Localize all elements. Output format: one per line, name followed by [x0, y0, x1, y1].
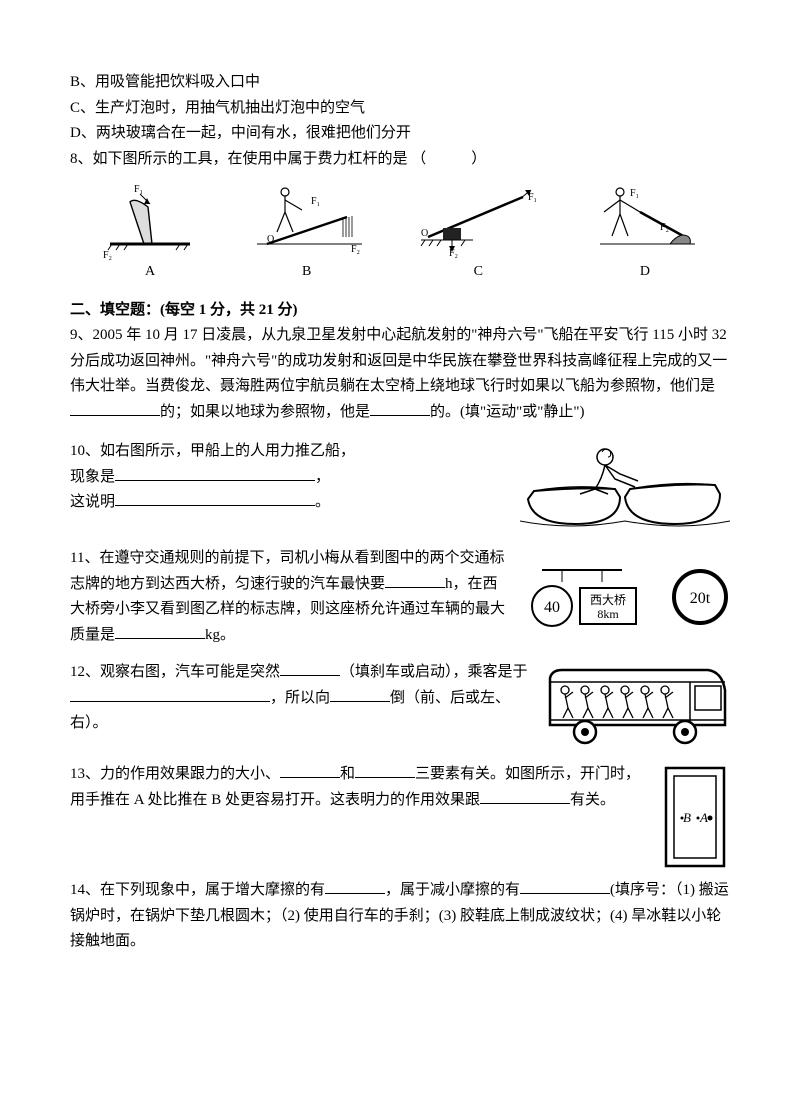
svg-text:西大桥: 西大桥 [590, 593, 626, 607]
q12-blank-2[interactable] [70, 686, 270, 702]
q12-text-b: （填刹车或启动），乘客是于 [340, 664, 528, 680]
svg-text:F₂: F₂ [351, 244, 360, 255]
fig-c: O F₁ F₂ C [413, 182, 543, 284]
q11-text-c: kg。 [205, 627, 235, 643]
question-14: 14、在下列现象中，属于增大摩擦的有，属于减小摩擦的有(填序号：（1) 搬运锅炉… [70, 878, 730, 955]
question-10: 10、如右图所示，甲船上的人用力推乙船， 现象是 ， 这说明 。 [70, 439, 510, 516]
q12-blank-3[interactable] [330, 686, 390, 702]
question-13: 13、力的作用效果跟力的大小、和三要素有关。如图所示，开门时，用手推在 A 处比… [70, 762, 650, 813]
question-8: 8、如下图所示的工具，在使用中属于费力杠杆的是 （ ） [70, 147, 730, 173]
q14-blank-2[interactable] [520, 878, 610, 894]
q13-blank-1[interactable] [280, 762, 340, 778]
fig-b: F₁ O F₂ B [247, 182, 367, 284]
fig-c-label: C [413, 260, 543, 284]
q9-blank-1[interactable] [70, 400, 160, 416]
q10-text-c: ， [315, 469, 330, 485]
fig-a: F₁ F₂ A [100, 182, 200, 284]
fig-d: F₁ F₂ D [590, 182, 700, 284]
option-b: B、用吸管能把饮料吸入口中 [70, 70, 730, 96]
q13-text-b: 和 [340, 766, 355, 782]
q8-figures: F₁ F₂ A [100, 182, 700, 284]
svg-text:F₂: F₂ [449, 248, 458, 259]
q9-text-c: 的。(填"运动"或"静止") [430, 404, 584, 420]
q12-bus-image [540, 660, 730, 750]
q12-text-a: 12、观察右图，汽车可能是突然 [70, 664, 280, 680]
q12-text-c: ，所以向 [270, 690, 330, 706]
svg-text:8km: 8km [597, 607, 619, 621]
fig-d-label: D [590, 260, 700, 284]
q11-blank-2[interactable] [115, 623, 205, 639]
q11-signs: 40 西大桥 8km 20t [522, 562, 730, 632]
q12-blank-1[interactable] [280, 660, 340, 676]
svg-text:O: O [421, 228, 428, 239]
q10-blank-1[interactable] [115, 465, 315, 481]
svg-text:F₁: F₁ [311, 196, 320, 207]
q14-blank-1[interactable] [325, 878, 385, 894]
sign-1-num: 40 [544, 599, 560, 616]
q9-text-a: 9、2005 年 10 月 17 日凌晨，从九泉卫星发射中心起航发射的"神舟六号… [70, 327, 727, 394]
svg-text:F₂: F₂ [103, 250, 112, 260]
question-9: 9、2005 年 10 月 17 日凌晨，从九泉卫星发射中心起航发射的"神舟六号… [70, 323, 730, 425]
q11-blank-1[interactable] [385, 572, 445, 588]
q10-text-b: 现象是 [70, 469, 115, 485]
section-2-header: 二、填空题：(每空 1 分，共 21 分) [70, 298, 730, 324]
f1-label: F₁ [134, 184, 143, 195]
q14-text-b: ，属于减小摩擦的有 [385, 882, 520, 898]
sign-1: 40 西大桥 8km [522, 562, 642, 632]
question-11: 11、在遵守交通规则的前提下，司机小梅从看到图中的两个交通标志牌的地方到达西大桥… [70, 546, 512, 648]
sign-2-text: 20t [690, 590, 711, 607]
q13-label-b: B [683, 810, 691, 825]
svg-text:F₁: F₁ [630, 188, 639, 199]
q10-boats-image [520, 439, 730, 534]
fig-b-label: B [247, 260, 367, 284]
q13-blank-3[interactable] [480, 788, 570, 804]
q13-text-a: 13、力的作用效果跟力的大小、 [70, 766, 280, 782]
fig-a-label: A [100, 260, 200, 284]
q10-text-e: 。 [315, 494, 330, 510]
question-12: 12、观察右图，汽车可能是突然（填刹车或启动），乘客是于，所以向倒（前、后或左、… [70, 660, 530, 737]
option-d: D、两块玻璃合在一起，中间有水，很难把他们分开 [70, 121, 730, 147]
q13-door-image: B A [660, 762, 730, 872]
q10-line1: 10、如右图所示，甲船上的人用力推乙船， [70, 439, 510, 465]
q10-blank-2[interactable] [115, 490, 315, 506]
q13-blank-2[interactable] [355, 762, 415, 778]
q13-text-d: 有关。 [570, 792, 615, 808]
svg-text:F₂: F₂ [660, 222, 669, 233]
q9-blank-2[interactable] [370, 400, 430, 416]
q10-text-d: 这说明 [70, 494, 115, 510]
option-c: C、生产灯泡时，用抽气机抽出灯泡中的空气 [70, 96, 730, 122]
svg-text:O: O [267, 234, 274, 245]
q9-text-b: 的；如果以地球为参照物，他是 [160, 404, 370, 420]
q13-label-a: A [699, 810, 708, 825]
sign-2: 20t [670, 567, 730, 627]
q14-text-a: 14、在下列现象中，属于增大摩擦的有 [70, 882, 325, 898]
